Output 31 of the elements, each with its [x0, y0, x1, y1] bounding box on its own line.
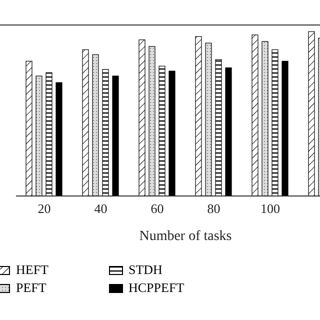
bar: [205, 42, 212, 196]
bar: [112, 76, 119, 196]
bar: [46, 72, 52, 196]
legend-label: HCPPEFT: [128, 280, 184, 296]
bar: [215, 59, 222, 196]
bar: [168, 70, 176, 196]
legend-label: STDH: [128, 262, 162, 278]
bar: [102, 69, 109, 196]
legend-label: PEFT: [16, 280, 46, 296]
bar: [148, 46, 156, 196]
bar: [26, 60, 32, 196]
bar: [282, 60, 288, 196]
bar: [195, 36, 202, 196]
x-tick-label: 60: [150, 201, 164, 216]
bar: [158, 66, 166, 196]
x-tick-label: 20: [38, 201, 51, 216]
bar: [272, 49, 278, 196]
bar: [36, 76, 42, 196]
bar: [56, 82, 62, 196]
legend-label: HEFT: [16, 262, 48, 278]
bar: [82, 49, 89, 196]
bar: [225, 67, 232, 196]
x-tick-label: 100: [260, 201, 280, 216]
x-tick-label: 80: [207, 201, 220, 216]
x-tick-label: 40: [94, 201, 108, 216]
bar: [92, 54, 99, 196]
x-axis-title: Number of tasks: [139, 229, 232, 244]
bar: [262, 41, 268, 196]
bar: [308, 31, 315, 196]
bar: [252, 34, 258, 196]
bar: [138, 40, 146, 196]
